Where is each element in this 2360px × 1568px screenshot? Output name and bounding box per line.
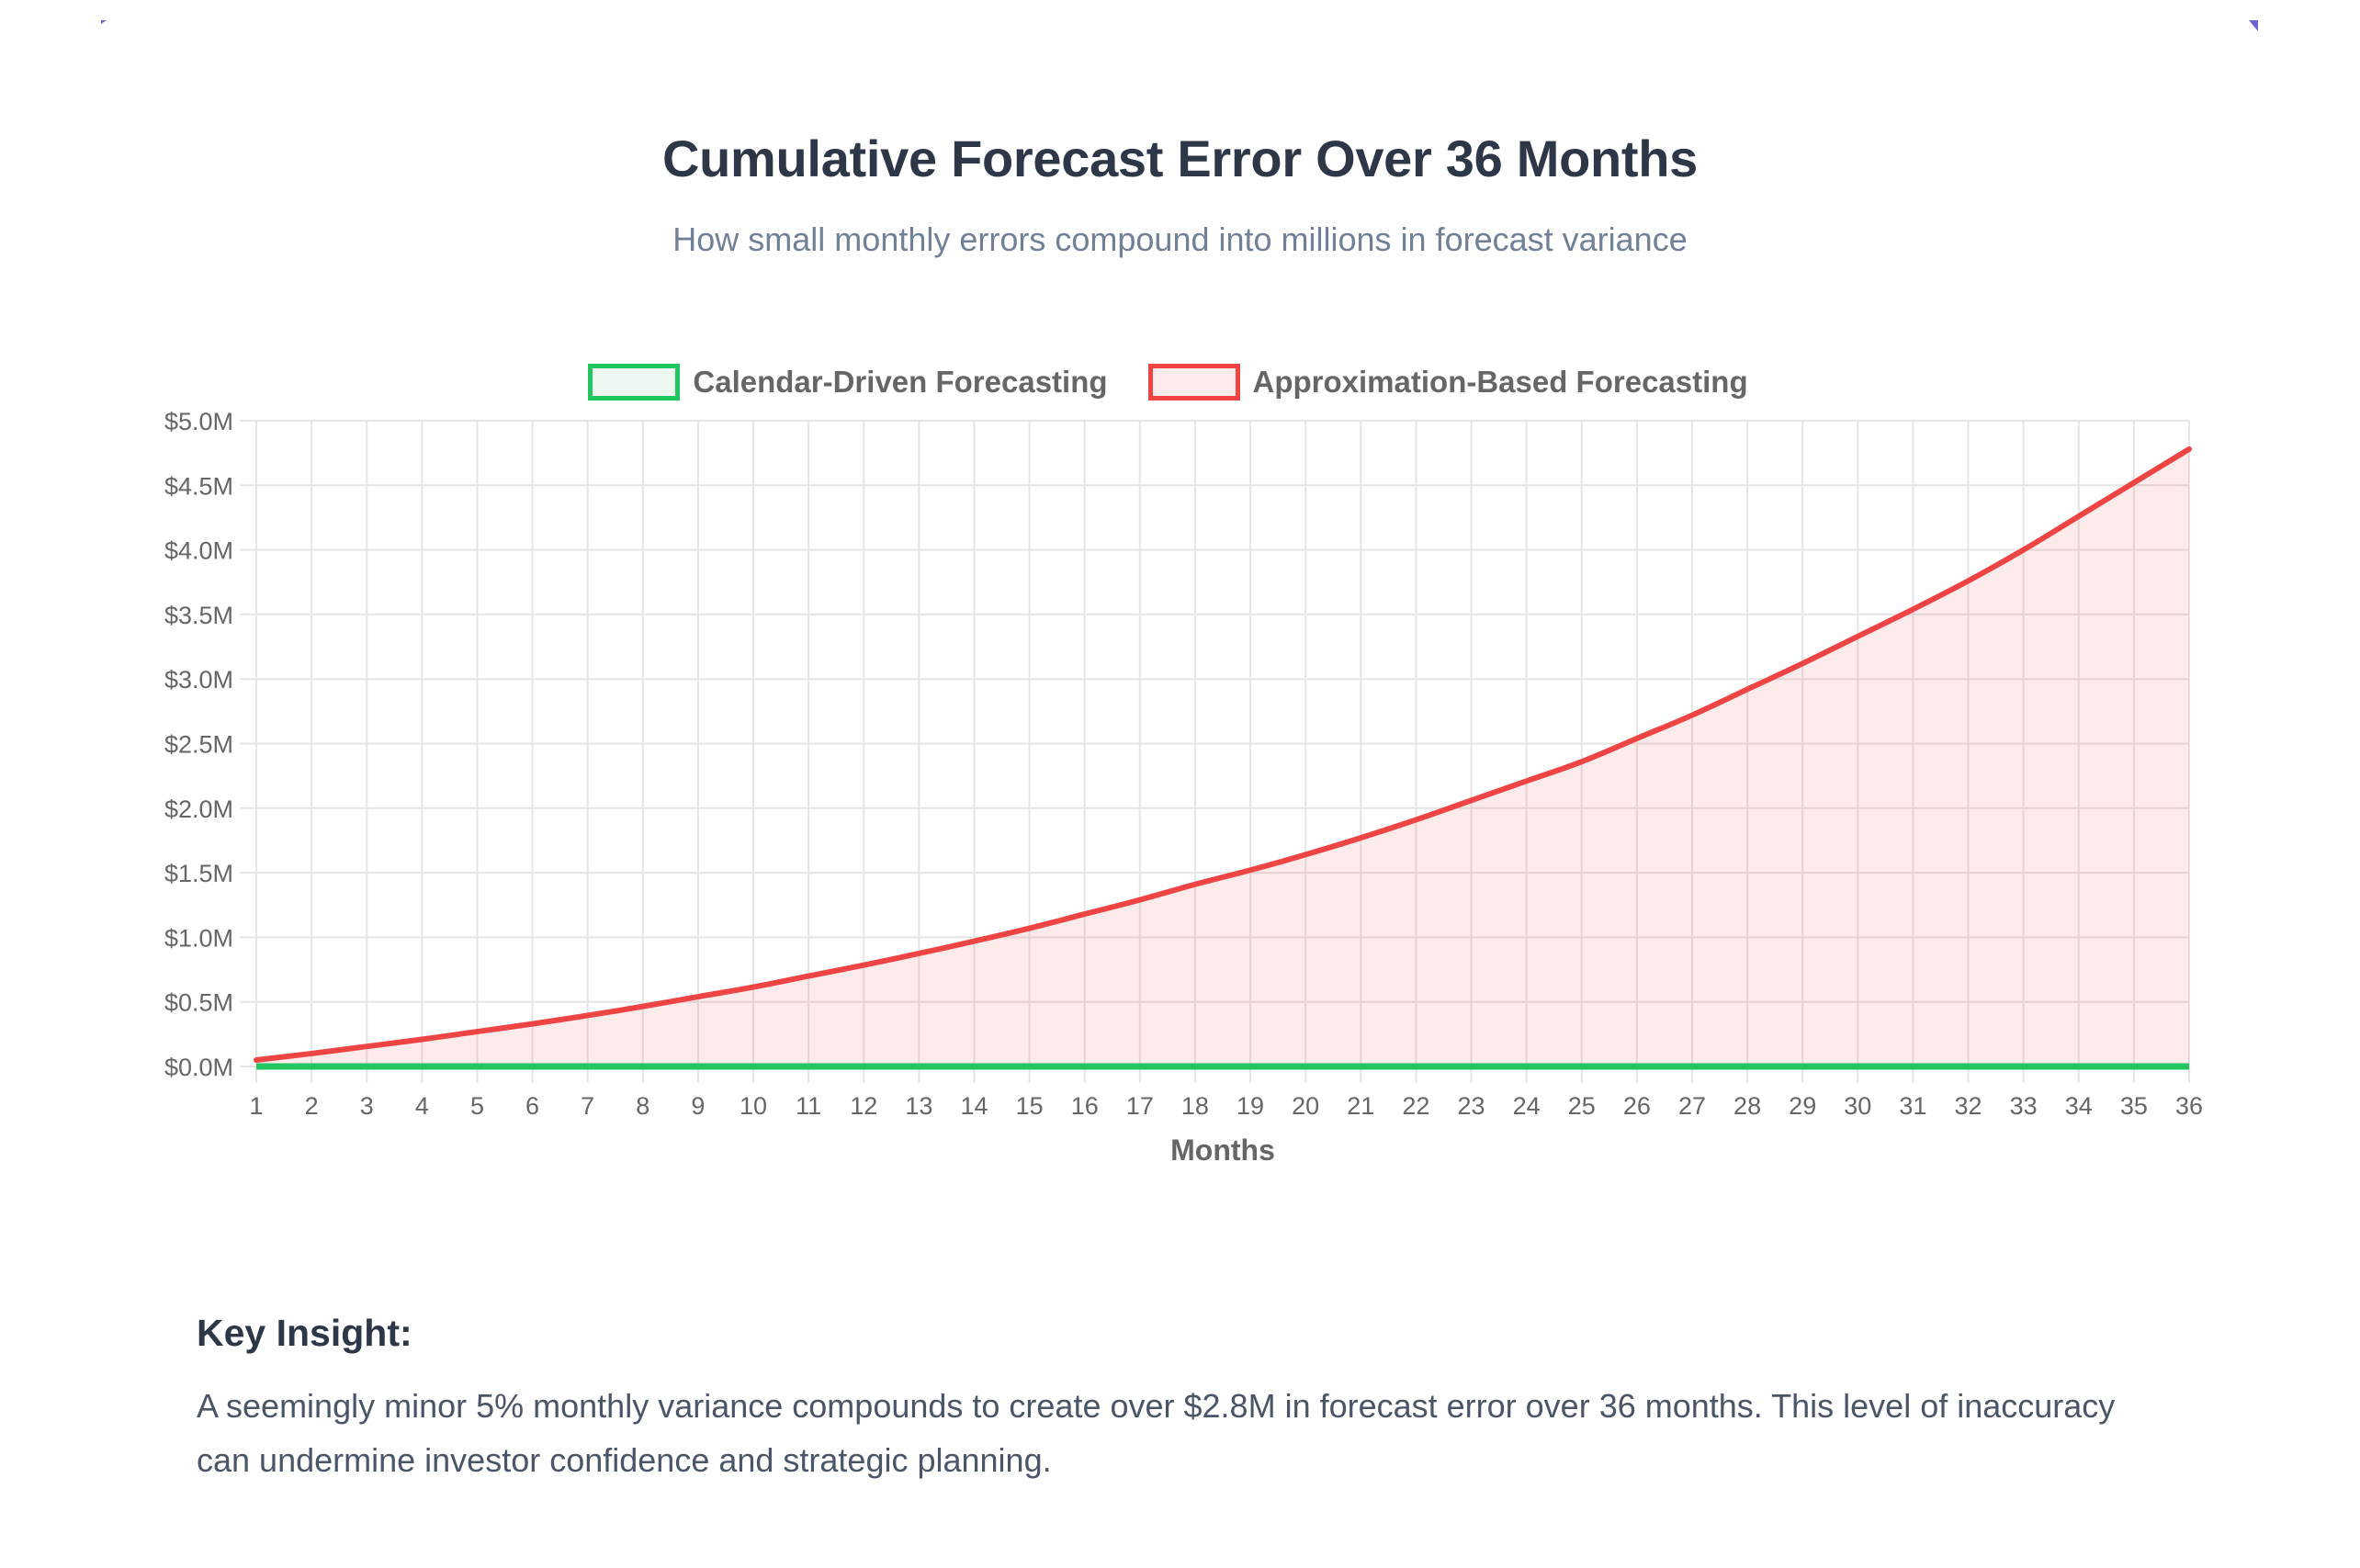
x-tick-label: 15: [1016, 1092, 1044, 1120]
x-tick-label: 25: [1568, 1092, 1596, 1120]
x-tick-label: 28: [1733, 1092, 1761, 1120]
x-tick-label: 9: [691, 1092, 705, 1120]
x-tick-label: 31: [1899, 1092, 1926, 1120]
approximation-based-line[interactable]: [254, 446, 2192, 1063]
x-tick-label: 26: [1623, 1092, 1651, 1120]
x-tick-label: 35: [2120, 1092, 2148, 1120]
decorative-corner-right: [2249, 20, 2258, 31]
x-tick-label: 4: [415, 1092, 429, 1120]
y-tick-label: $4.5M: [164, 472, 233, 500]
x-tick-label: 3: [360, 1092, 374, 1120]
x-tick-label: 22: [1402, 1092, 1429, 1120]
x-tick-label: 16: [1071, 1092, 1099, 1120]
x-tick-label: 6: [525, 1092, 539, 1120]
x-tick-label: 1: [249, 1092, 263, 1120]
x-tick-label: 33: [2010, 1092, 2038, 1120]
x-tick-label: 29: [1789, 1092, 1816, 1120]
key-insight-heading: Key Insight:: [197, 1312, 412, 1354]
y-axis-tick-labels: $0.0M $0.5M $1.0M $1.5M $2.0M $2.5M $3.0M $3.5M…: [164, 408, 233, 1081]
y-tick-label: $0.5M: [164, 989, 233, 1017]
x-tick-label: 12: [850, 1092, 877, 1120]
legend-label: Calendar-Driven Forecasting: [693, 365, 1108, 399]
x-tick-label: 11: [796, 1092, 821, 1120]
x-tick-label: 19: [1236, 1092, 1264, 1120]
legend-swatch-green-icon: [588, 364, 681, 400]
x-tick-label: 18: [1181, 1092, 1209, 1120]
x-tick-label: 8: [636, 1092, 649, 1120]
y-tick-label: $4.0M: [164, 537, 233, 565]
y-tick-label: $1.0M: [164, 924, 233, 952]
x-tick-label: 34: [2065, 1092, 2093, 1120]
y-tick-label: $3.5M: [164, 602, 233, 629]
x-tick-label: 30: [1844, 1092, 1871, 1120]
x-axis-title: Months: [1170, 1134, 1275, 1167]
x-tick-label: 20: [1292, 1092, 1319, 1120]
chart-subtitle: How small monthly errors compound into m…: [672, 220, 1688, 258]
legend-label: Approximation-Based Forecasting: [1252, 365, 1748, 399]
x-tick-label: 32: [1955, 1092, 1982, 1120]
y-tick-label: $2.5M: [164, 731, 233, 759]
x-tick-label: 10: [740, 1092, 767, 1120]
legend-item-approximation-based[interactable]: Approximation-Based Forecasting: [1147, 364, 1748, 400]
y-tick-label: $2.0M: [164, 795, 233, 823]
legend-swatch-red-icon: [1147, 364, 1240, 400]
x-tick-label: 13: [905, 1092, 932, 1120]
key-insight-text: A seemingly minor 5% monthly variance co…: [197, 1387, 2116, 1479]
key-insight-section: Key Insight: A seemingly minor 5% monthl…: [197, 1312, 2172, 1487]
x-tick-label: 23: [1457, 1092, 1485, 1120]
x-tick-label: 2: [305, 1092, 319, 1120]
chart-title: Cumulative Forecast Error Over 36 Months: [661, 130, 1698, 187]
y-tick-label: $3.0M: [164, 666, 233, 694]
legend-item-calendar-driven[interactable]: Calendar-Driven Forecasting: [588, 364, 1108, 400]
x-tick-label: 17: [1126, 1092, 1154, 1120]
chart-series: [254, 446, 2192, 1070]
y-tick-label: $1.5M: [164, 860, 233, 887]
x-tick-label: 24: [1513, 1092, 1541, 1120]
decorative-corner-left: [101, 20, 107, 24]
x-tick-label: 36: [2175, 1092, 2203, 1120]
x-tick-label: 5: [470, 1092, 484, 1120]
x-tick-label: 14: [960, 1092, 988, 1120]
y-tick-label: $5.0M: [164, 408, 233, 435]
x-tick-label: 7: [581, 1092, 594, 1120]
x-tick-label: 27: [1678, 1092, 1706, 1120]
approximation-area-fill: [256, 448, 2189, 1066]
x-axis-tick-labels: 1 2 3 4 5 6 7 8 9 10 11 12 13 14 15 16 17 18 19 20 21 22 23 24 2…: [249, 1092, 2203, 1120]
y-tick-label: $0.0M: [164, 1054, 233, 1081]
x-tick-label: 21: [1347, 1092, 1374, 1120]
chart-legend: Calendar-Driven Forecasting Approximatio…: [0, 364, 2360, 400]
